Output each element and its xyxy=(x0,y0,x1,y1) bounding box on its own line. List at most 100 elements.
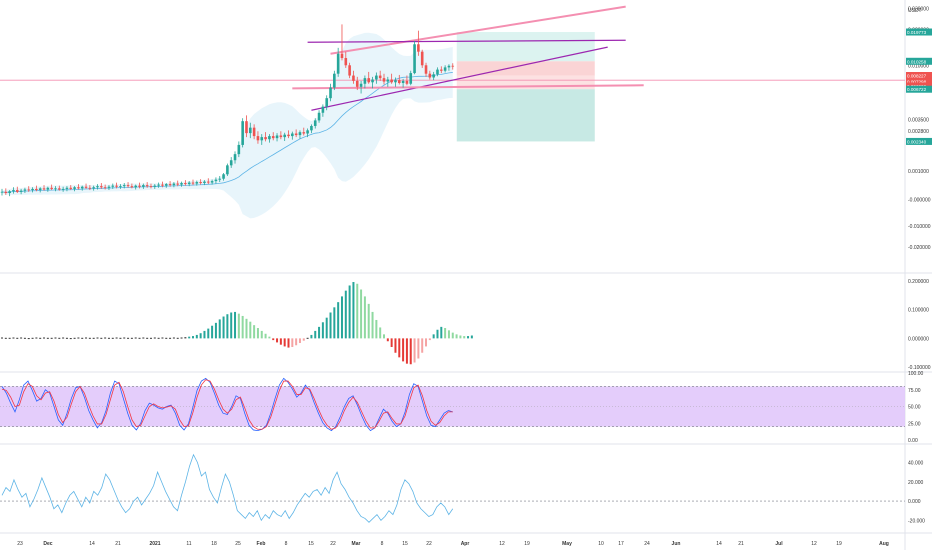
candle-body[interactable] xyxy=(355,80,359,87)
candle-body[interactable] xyxy=(249,127,252,134)
candle-body[interactable] xyxy=(229,160,233,166)
price-axis[interactable]: USDT0.0300000.0200000.0100000.0035000.00… xyxy=(906,6,932,251)
candle-body[interactable] xyxy=(88,187,92,189)
candle-body[interactable] xyxy=(226,165,229,175)
candle-body[interactable] xyxy=(397,80,401,84)
candle-body[interactable] xyxy=(428,73,432,78)
candle-body[interactable] xyxy=(420,51,424,66)
candle-body[interactable] xyxy=(77,187,80,189)
target-zone-lower[interactable] xyxy=(456,89,595,142)
candle-body[interactable] xyxy=(23,189,27,191)
candle-body[interactable] xyxy=(413,44,416,74)
candle-body[interactable] xyxy=(447,65,451,68)
candle-body[interactable] xyxy=(367,78,371,83)
candle-body[interactable] xyxy=(405,80,409,84)
candle-body[interactable] xyxy=(317,112,321,121)
candle-body[interactable] xyxy=(378,75,382,79)
candle-body[interactable] xyxy=(325,98,328,107)
candle-body[interactable] xyxy=(145,185,149,187)
candle-body[interactable] xyxy=(187,182,191,185)
candle-body[interactable] xyxy=(100,186,103,188)
candle-body[interactable] xyxy=(336,53,340,74)
oscillator-pane[interactable]: 40.000 20.000 0.000 -20.000 xyxy=(0,453,925,525)
candle-body[interactable] xyxy=(371,79,374,83)
candle-body[interactable] xyxy=(386,79,390,82)
candle-body[interactable] xyxy=(432,74,435,78)
candle-body[interactable] xyxy=(237,144,241,155)
candle-body[interactable] xyxy=(329,87,332,99)
candle-body[interactable] xyxy=(184,183,187,185)
candle-body[interactable] xyxy=(126,185,130,187)
time-axis[interactable]: 23 Dec 14 21 2021 11 18 25 Feb 8 15 22 Mar 8 15 22 Apr 12… xyxy=(17,541,889,547)
histogram-pane[interactable]: 0.200000 0.100000 0.000000 -0.100000 xyxy=(1,279,931,371)
candle-body[interactable] xyxy=(348,65,351,76)
candle-body[interactable] xyxy=(191,182,195,184)
candle-body[interactable] xyxy=(15,190,19,192)
candle-body[interactable] xyxy=(271,136,275,139)
resistance-line[interactable] xyxy=(307,39,626,43)
channel-top-line[interactable] xyxy=(330,5,626,55)
candle-body[interactable] xyxy=(409,73,413,84)
candle-body[interactable] xyxy=(401,80,405,84)
candle-body[interactable] xyxy=(199,182,202,184)
candle-body[interactable] xyxy=(287,134,290,137)
candle-body[interactable] xyxy=(451,65,455,67)
candle-body[interactable] xyxy=(0,191,4,193)
candle-body[interactable] xyxy=(394,80,397,83)
candle-body[interactable] xyxy=(390,79,393,83)
support-zone-line[interactable] xyxy=(292,84,644,90)
candle-body[interactable] xyxy=(61,188,65,190)
candle-body[interactable] xyxy=(27,189,31,191)
candle-body[interactable] xyxy=(161,184,164,186)
candle-body[interactable] xyxy=(4,191,8,194)
candle-body[interactable] xyxy=(172,183,176,186)
price-pane[interactable] xyxy=(0,5,905,219)
candle-body[interactable] xyxy=(50,187,53,189)
candle-body[interactable] xyxy=(310,125,313,131)
candle-body[interactable] xyxy=(96,186,99,188)
candle-body[interactable] xyxy=(19,190,23,192)
candle-body[interactable] xyxy=(54,188,57,190)
candle-body[interactable] xyxy=(241,121,244,145)
candle-body[interactable] xyxy=(256,136,260,141)
candle-body[interactable] xyxy=(92,187,95,189)
candle-body[interactable] xyxy=(424,65,428,74)
candle-body[interactable] xyxy=(222,174,225,179)
candle-body[interactable] xyxy=(252,127,256,137)
candle-body[interactable] xyxy=(80,186,84,189)
candle-body[interactable] xyxy=(180,183,183,185)
candle-body[interactable] xyxy=(313,120,317,126)
candle-body[interactable] xyxy=(119,186,122,187)
candle-body[interactable] xyxy=(73,187,76,189)
candle-body[interactable] xyxy=(111,185,115,187)
candle-body[interactable] xyxy=(12,190,15,192)
candle-body[interactable] xyxy=(122,185,126,187)
candle-body[interactable] xyxy=(115,185,118,187)
candle-body[interactable] xyxy=(42,188,46,190)
candle-body[interactable] xyxy=(344,58,348,66)
candle-body[interactable] xyxy=(164,184,168,186)
candle-body[interactable] xyxy=(142,185,145,187)
candle-body[interactable] xyxy=(195,182,199,184)
candle-body[interactable] xyxy=(130,186,134,188)
candle-body[interactable] xyxy=(283,134,286,138)
stop-zone[interactable] xyxy=(456,61,595,76)
candle-body[interactable] xyxy=(382,78,386,82)
candle-body[interactable] xyxy=(443,67,447,71)
candle-body[interactable] xyxy=(153,185,157,187)
candle-body[interactable] xyxy=(417,44,420,52)
candle-body[interactable] xyxy=(35,188,38,191)
candle-body[interactable] xyxy=(291,133,294,137)
candle-body[interactable] xyxy=(340,53,344,59)
candle-body[interactable] xyxy=(245,121,248,134)
candle-body[interactable] xyxy=(294,133,298,136)
candle-body[interactable] xyxy=(46,187,50,190)
candle-body[interactable] xyxy=(363,78,367,84)
candle-body[interactable] xyxy=(306,130,309,134)
candle-body[interactable] xyxy=(321,106,325,113)
candle-body[interactable] xyxy=(176,183,180,185)
candle-body[interactable] xyxy=(69,187,73,189)
candle-body[interactable] xyxy=(206,181,210,183)
